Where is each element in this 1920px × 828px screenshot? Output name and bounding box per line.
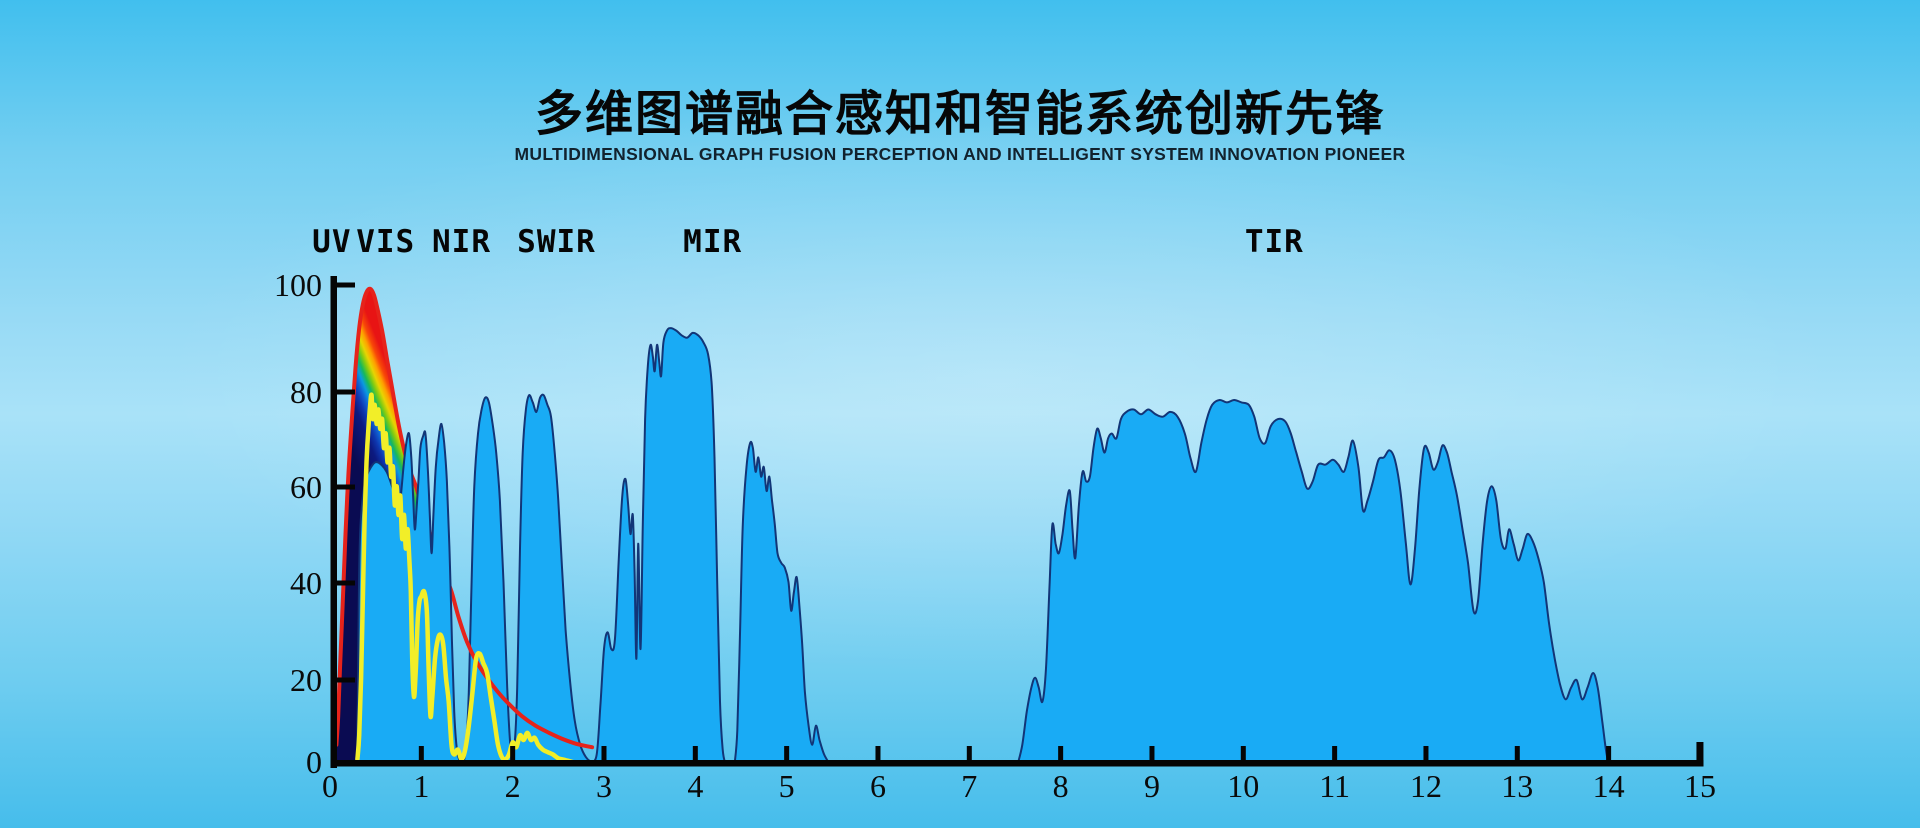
y-tick-label: 40 bbox=[290, 565, 322, 601]
x-tick-label: 5 bbox=[779, 768, 795, 804]
x-tick-label: 2 bbox=[505, 768, 521, 804]
x-axis bbox=[330, 760, 1704, 767]
x-tick-label: 9 bbox=[1144, 768, 1160, 804]
y-tick bbox=[337, 282, 355, 288]
y-tick-label: 100 bbox=[274, 267, 322, 303]
x-tick-label: 14 bbox=[1593, 768, 1625, 804]
x-tick bbox=[1240, 746, 1246, 760]
band-label-swir: SWIR bbox=[517, 224, 596, 260]
x-tick bbox=[601, 746, 607, 760]
transmission-window bbox=[1016, 398, 1610, 765]
x-tick-label: 0 bbox=[322, 768, 338, 804]
x-axis-end-cap bbox=[1696, 742, 1704, 760]
y-tick-label: 0 bbox=[306, 744, 322, 780]
y-tick bbox=[337, 677, 355, 683]
x-tick-label: 1 bbox=[413, 768, 429, 804]
x-tick-label: 13 bbox=[1501, 768, 1533, 804]
x-tick-label: 11 bbox=[1319, 768, 1350, 804]
x-tick bbox=[1514, 746, 1520, 760]
band-label-tir: TIR bbox=[1245, 224, 1304, 260]
y-tick bbox=[337, 389, 355, 395]
x-tick bbox=[966, 746, 972, 760]
y-tick-label: 80 bbox=[290, 374, 322, 410]
band-label-mir: MIR bbox=[683, 224, 742, 260]
y-tick bbox=[337, 580, 355, 586]
x-tick bbox=[875, 746, 881, 760]
x-tick bbox=[1606, 746, 1612, 760]
x-tick-label: 3 bbox=[596, 768, 612, 804]
page-subtitle: MULTIDIMENSIONAL GRAPH FUSION PERCEPTION… bbox=[514, 144, 1406, 164]
x-tick bbox=[510, 746, 516, 760]
x-tick bbox=[418, 746, 424, 760]
x-tick-label: 4 bbox=[687, 768, 703, 804]
x-tick-label: 6 bbox=[870, 768, 886, 804]
y-axis bbox=[330, 276, 337, 768]
band-label-nir: NIR bbox=[432, 224, 491, 260]
y-tick-label: 20 bbox=[290, 662, 322, 698]
x-tick-label: 15 bbox=[1684, 768, 1716, 804]
x-tick-label: 10 bbox=[1227, 768, 1259, 804]
ground-spectrum-curve bbox=[355, 392, 576, 765]
transmission-window bbox=[462, 327, 727, 765]
x-tick bbox=[1423, 746, 1429, 760]
page-title: 多维图谱融合感知和智能系统创新先锋 bbox=[534, 88, 1385, 141]
y-tick bbox=[337, 484, 355, 490]
x-tick bbox=[1149, 746, 1155, 760]
y-tick-label: 60 bbox=[290, 469, 322, 505]
band-label-vis: VIS bbox=[356, 224, 415, 260]
x-tick-label: 7 bbox=[961, 768, 977, 804]
x-tick bbox=[1332, 746, 1338, 760]
x-tick bbox=[784, 746, 790, 760]
band-label-uv: UV bbox=[312, 224, 351, 260]
x-tick bbox=[692, 746, 698, 760]
transmission-window bbox=[733, 440, 831, 765]
x-tick-label: 12 bbox=[1410, 768, 1442, 804]
x-tick bbox=[1058, 746, 1064, 760]
x-tick-label: 8 bbox=[1053, 768, 1069, 804]
